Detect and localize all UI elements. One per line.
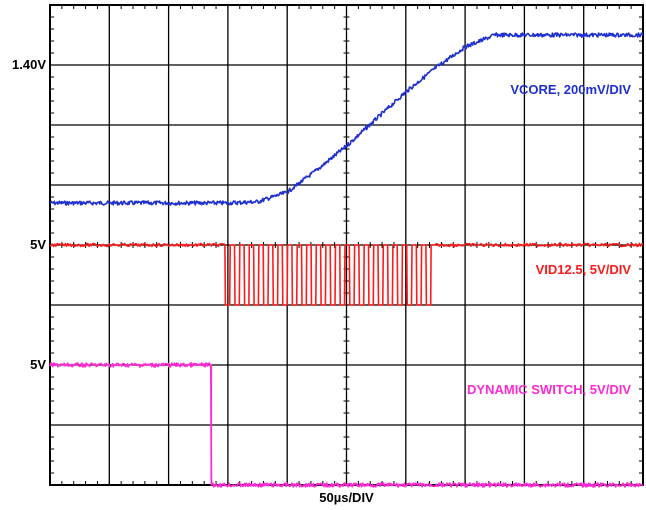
level-label-5v-switch: 5V (30, 357, 46, 372)
trace-vcore (49, 32, 644, 206)
level-label-5v-vid: 5V (30, 237, 46, 252)
series-label-vcore: VCORE, 200mV/DIV (510, 82, 631, 97)
level-label-1v40: 1.40V (12, 57, 46, 72)
trace-vid (49, 242, 643, 306)
series-label-vid: VID12.5, 5V/DIV (536, 262, 632, 277)
series-label-dynamic-switch: DYNAMIC SWITCH, 5V/DIV (467, 382, 631, 397)
trace-dynamic-switch (49, 362, 644, 488)
traces (49, 32, 644, 488)
x-axis-label: 50µs/DIV (319, 490, 374, 505)
